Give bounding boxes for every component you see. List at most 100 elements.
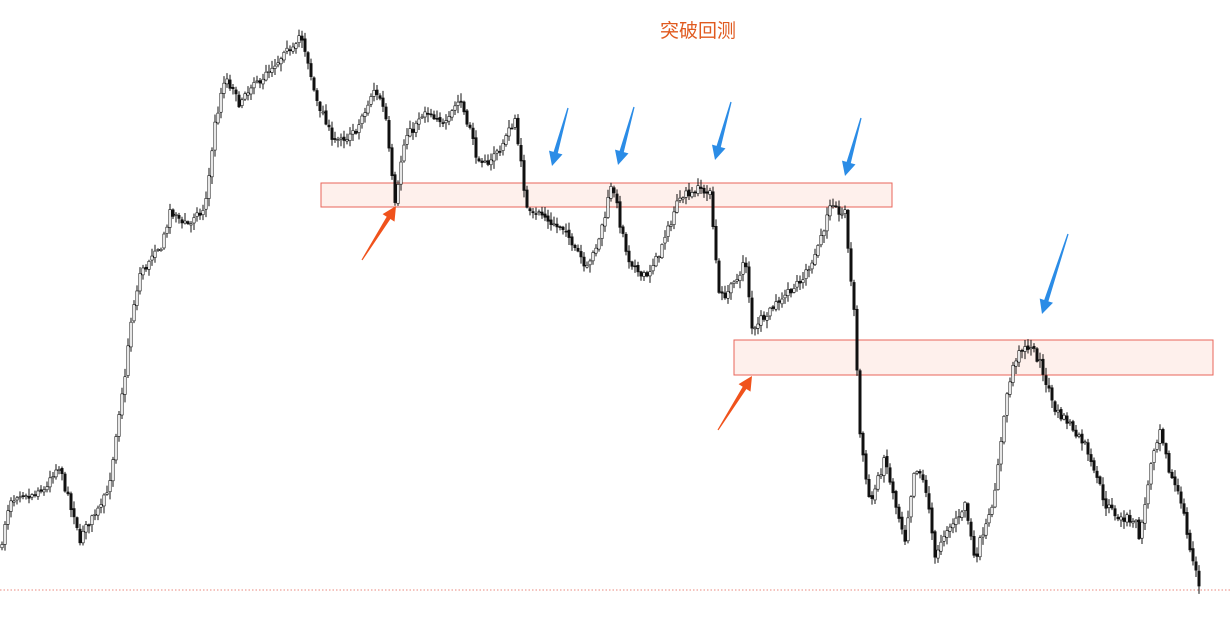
candle: [237, 91, 241, 108]
candle-body: [1083, 441, 1087, 444]
retest-arrow-4: [842, 117, 862, 176]
candle-body: [1080, 433, 1084, 444]
candle: [564, 223, 568, 237]
support-arrow-2: [717, 376, 752, 431]
candle-body: [63, 473, 67, 492]
candle-body: [243, 93, 247, 100]
candle-body: [309, 63, 313, 77]
candle: [489, 153, 493, 171]
candle-body: [837, 206, 841, 215]
candle: [273, 59, 277, 76]
candle: [993, 482, 997, 509]
candle-body: [1014, 360, 1018, 367]
candle-body: [900, 516, 904, 530]
candle-body: [150, 255, 154, 261]
candle: [75, 516, 79, 531]
candle: [1167, 450, 1171, 474]
candle: [345, 133, 349, 145]
candle: [747, 261, 751, 303]
candle: [675, 193, 679, 214]
candle: [855, 305, 859, 376]
candle-body: [945, 530, 949, 538]
candle: [423, 106, 427, 123]
candle-body: [996, 464, 1000, 490]
candle: [300, 30, 304, 48]
candle-body: [282, 52, 286, 61]
candle: [975, 547, 979, 563]
candle-body: [885, 456, 889, 468]
candle-body: [1032, 346, 1036, 349]
candle-body: [699, 186, 703, 189]
candle: [738, 271, 742, 289]
candle: [1113, 505, 1117, 521]
candle: [903, 525, 907, 545]
candle-body: [21, 495, 25, 497]
candle-body: [423, 111, 427, 118]
retest-arrow-3-shape: [712, 101, 732, 160]
candle-body: [180, 219, 184, 224]
candle: [1074, 424, 1078, 439]
candle: [708, 187, 712, 200]
candle: [477, 156, 481, 163]
candle-body: [453, 105, 457, 111]
candle: [513, 114, 517, 130]
candle: [936, 545, 940, 563]
candle: [615, 189, 619, 209]
candle: [684, 187, 688, 205]
candle: [729, 282, 733, 300]
candle-body: [798, 280, 802, 284]
candle-body: [792, 288, 796, 293]
candle: [48, 470, 52, 493]
candle: [1056, 404, 1060, 419]
candle: [930, 502, 934, 540]
candle: [504, 133, 508, 147]
candle: [531, 208, 535, 219]
candle-body: [921, 474, 925, 481]
candle: [1149, 462, 1153, 490]
candle: [1092, 457, 1096, 474]
candle-body: [228, 79, 232, 89]
candle: [876, 472, 880, 492]
candle-body: [1023, 346, 1027, 352]
candle: [528, 207, 532, 216]
candle: [282, 50, 286, 63]
candle-body: [99, 504, 103, 508]
retest-arrow-3: [712, 101, 732, 160]
candle-body: [345, 139, 349, 142]
candle: [1143, 497, 1147, 530]
candle-body: [1194, 561, 1198, 571]
candle: [990, 504, 994, 518]
candle: [162, 231, 166, 250]
candle-body: [3, 524, 7, 545]
candle: [387, 116, 391, 152]
candle: [1176, 478, 1180, 495]
candle: [693, 190, 697, 198]
candle: [711, 186, 715, 230]
candle-body: [972, 536, 976, 556]
candle-body: [816, 245, 820, 256]
candle-body: [1029, 347, 1033, 350]
candle: [336, 136, 340, 148]
candle: [939, 534, 943, 555]
candle-body: [90, 515, 94, 525]
candle: [624, 232, 628, 256]
candle-body: [222, 82, 226, 94]
candle: [834, 201, 838, 208]
candle: [891, 478, 895, 500]
candle-body: [285, 47, 289, 52]
candle-body: [861, 432, 865, 456]
candle: [669, 220, 673, 232]
candle: [207, 167, 211, 207]
candle: [309, 58, 313, 81]
candle: [180, 216, 184, 229]
candle: [603, 211, 607, 232]
candle-body: [12, 500, 16, 503]
candle-body: [333, 138, 337, 140]
candle: [645, 270, 649, 278]
candle: [1095, 466, 1099, 484]
candle: [1041, 354, 1045, 382]
candle: [828, 199, 832, 221]
candle: [1164, 442, 1168, 459]
candle: [918, 469, 922, 479]
candle-body: [939, 541, 943, 552]
